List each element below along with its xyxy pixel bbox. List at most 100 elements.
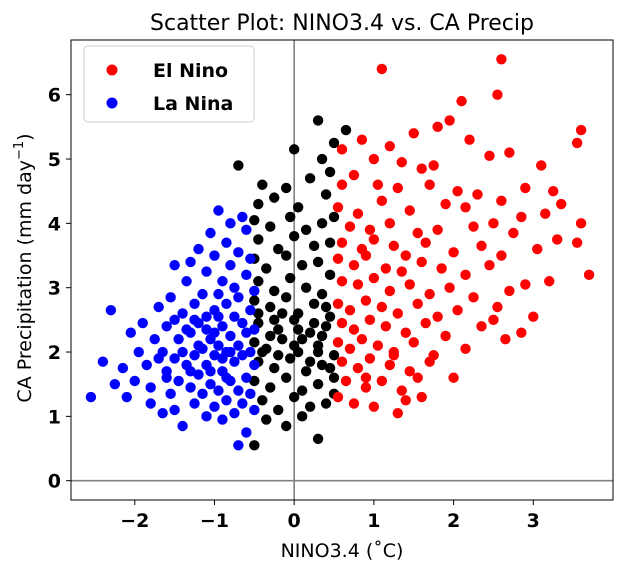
data-point-neutral <box>320 301 332 313</box>
data-point-el-nino <box>464 134 475 145</box>
data-point-neutral <box>304 401 316 412</box>
data-point-la-nina <box>221 237 232 248</box>
data-point-el-nino <box>336 356 348 367</box>
data-point-neutral <box>269 192 280 203</box>
data-point-la-nina <box>233 340 244 351</box>
data-point-la-nina <box>229 282 240 293</box>
data-point-el-nino <box>412 372 423 383</box>
data-point-la-nina <box>237 398 248 409</box>
data-point-el-nino <box>332 202 344 213</box>
legend-marker-el-nino <box>106 64 118 76</box>
data-point-el-nino <box>352 279 364 290</box>
data-point-la-nina <box>205 366 216 377</box>
data-point-neutral <box>249 375 260 387</box>
y-axis-label: CA Precipitation (mm day−1) <box>12 133 36 402</box>
data-point-neutral <box>288 340 300 351</box>
legend-label-la-nina: La Nina <box>153 93 233 115</box>
x-tick-label: 1 <box>367 510 380 532</box>
data-point-el-nino <box>428 160 439 171</box>
y-tick-label: 0 <box>48 471 61 493</box>
data-point-el-nino <box>368 153 380 165</box>
data-point-el-nino <box>571 237 583 248</box>
data-point-la-nina <box>209 350 220 361</box>
data-point-la-nina <box>217 353 228 364</box>
data-point-neutral <box>249 337 260 348</box>
data-point-la-nina <box>169 259 180 271</box>
data-point-la-nina <box>169 314 180 326</box>
data-point-la-nina <box>241 327 252 338</box>
data-point-neutral <box>269 285 280 297</box>
data-point-la-nina <box>213 205 224 216</box>
data-point-el-nino <box>484 150 495 161</box>
data-point-neutral <box>281 182 292 194</box>
data-point-el-nino <box>332 253 344 264</box>
data-point-la-nina <box>229 311 240 322</box>
data-point-neutral <box>284 353 296 364</box>
data-point-la-nina <box>105 305 117 316</box>
data-point-el-nino <box>400 250 411 261</box>
data-point-el-nino <box>476 240 487 252</box>
data-point-el-nino <box>516 327 527 338</box>
data-point-neutral <box>312 346 324 358</box>
data-point-neutral <box>328 350 340 361</box>
data-point-la-nina <box>241 269 252 281</box>
data-point-la-nina <box>165 292 176 303</box>
data-point-el-nino <box>360 382 372 393</box>
data-point-la-nina <box>193 243 204 255</box>
data-point-el-nino <box>516 211 527 223</box>
data-point-el-nino <box>360 295 372 306</box>
data-point-neutral <box>265 221 276 232</box>
data-point-el-nino <box>552 234 563 245</box>
data-point-el-nino <box>420 317 431 329</box>
data-point-el-nino <box>368 401 380 412</box>
data-point-el-nino <box>384 359 396 371</box>
data-point-el-nino <box>496 54 507 65</box>
x-tick-label: 0 <box>288 510 301 532</box>
data-point-el-nino <box>583 269 595 281</box>
data-point-el-nino <box>344 343 356 355</box>
data-point-neutral <box>277 333 288 345</box>
data-point-el-nino <box>536 160 547 171</box>
legend: El Nino La Nina <box>83 45 255 123</box>
data-point-el-nino <box>336 317 348 329</box>
data-point-la-nina <box>125 327 136 338</box>
data-point-el-nino <box>432 121 443 133</box>
x-tick-label: −1 <box>200 510 229 532</box>
data-point-la-nina <box>229 356 240 367</box>
data-point-neutral <box>265 330 276 342</box>
data-point-neutral <box>312 256 324 268</box>
data-point-el-nino <box>364 353 376 364</box>
data-point-neutral <box>320 398 332 409</box>
data-point-neutral <box>308 240 320 252</box>
data-point-el-nino <box>456 95 467 107</box>
data-point-la-nina <box>221 395 232 406</box>
data-point-el-nino <box>432 224 443 235</box>
data-point-el-nino <box>360 250 372 261</box>
data-point-el-nino <box>436 263 447 274</box>
data-point-la-nina <box>217 276 228 287</box>
data-point-el-nino <box>356 134 368 145</box>
data-point-neutral <box>328 137 340 149</box>
data-point-la-nina <box>201 411 212 422</box>
data-point-neutral <box>269 314 280 326</box>
data-point-neutral <box>320 321 332 332</box>
data-point-el-nino <box>416 256 427 268</box>
data-point-neutral <box>312 433 324 445</box>
data-point-la-nina <box>213 288 224 300</box>
data-point-neutral <box>312 115 324 126</box>
data-point-la-nina <box>217 414 228 425</box>
data-point-el-nino <box>528 311 539 322</box>
data-point-el-nino <box>496 250 507 261</box>
y-axis-label-main: CA Precipitation (mm day <box>14 160 36 403</box>
data-point-la-nina <box>225 218 236 229</box>
data-point-la-nina <box>193 340 204 351</box>
data-point-neutral <box>281 372 292 383</box>
data-point-neutral <box>304 173 316 184</box>
data-point-neutral <box>324 311 336 322</box>
data-point-neutral <box>257 179 268 190</box>
data-point-neutral <box>320 189 332 200</box>
data-point-la-nina <box>189 350 200 361</box>
data-point-neutral <box>265 301 276 313</box>
data-point-el-nino <box>500 333 511 345</box>
legend-label-el-nino: El Nino <box>153 60 228 82</box>
